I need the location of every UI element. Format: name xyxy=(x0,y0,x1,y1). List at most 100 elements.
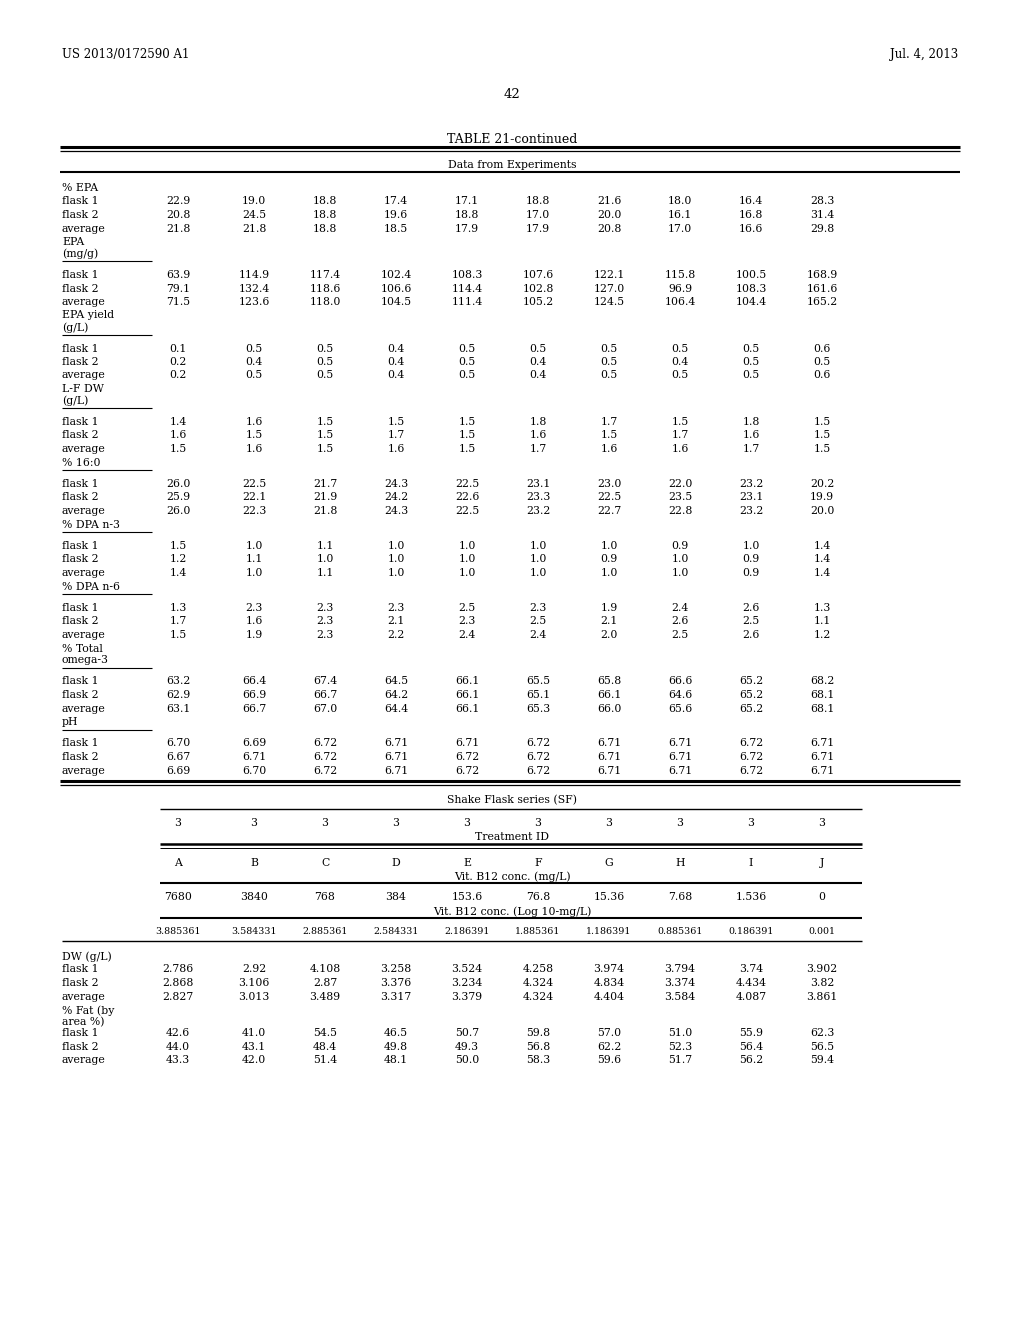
Text: 1.1: 1.1 xyxy=(316,541,334,550)
Text: 6.67: 6.67 xyxy=(166,752,190,762)
Text: 4.087: 4.087 xyxy=(735,991,767,1002)
Text: 3.379: 3.379 xyxy=(452,991,482,1002)
Text: 26.0: 26.0 xyxy=(166,479,190,488)
Text: 1.0: 1.0 xyxy=(387,554,404,565)
Text: 65.6: 65.6 xyxy=(668,704,692,714)
Text: 3: 3 xyxy=(392,818,399,829)
Text: 43.1: 43.1 xyxy=(242,1041,266,1052)
Text: 124.5: 124.5 xyxy=(594,297,625,308)
Text: Treatment ID: Treatment ID xyxy=(475,832,549,842)
Text: 0.4: 0.4 xyxy=(387,371,404,380)
Text: L-F DW: L-F DW xyxy=(62,384,103,393)
Text: % DPA n-6: % DPA n-6 xyxy=(62,582,120,591)
Text: 3.974: 3.974 xyxy=(594,965,625,974)
Text: 59.4: 59.4 xyxy=(810,1055,834,1065)
Text: 23.2: 23.2 xyxy=(525,506,550,516)
Text: 3.013: 3.013 xyxy=(239,991,269,1002)
Text: 22.7: 22.7 xyxy=(597,506,622,516)
Text: flask 2: flask 2 xyxy=(62,1041,98,1052)
Text: 118.6: 118.6 xyxy=(309,284,341,293)
Text: 2.786: 2.786 xyxy=(163,965,194,974)
Text: 66.1: 66.1 xyxy=(455,704,479,714)
Text: 100.5: 100.5 xyxy=(735,271,767,280)
Text: 68.1: 68.1 xyxy=(810,690,835,700)
Text: 3: 3 xyxy=(818,818,825,829)
Text: 0.6: 0.6 xyxy=(813,343,830,354)
Text: 2.2: 2.2 xyxy=(387,630,404,640)
Text: 42: 42 xyxy=(504,88,520,102)
Text: 15.36: 15.36 xyxy=(593,892,625,903)
Text: 65.1: 65.1 xyxy=(526,690,550,700)
Text: 104.5: 104.5 xyxy=(381,297,412,308)
Text: 48.1: 48.1 xyxy=(384,1055,409,1065)
Text: 2.3: 2.3 xyxy=(529,603,547,612)
Text: 21.7: 21.7 xyxy=(313,479,337,488)
Text: 3.106: 3.106 xyxy=(239,978,269,987)
Text: 65.5: 65.5 xyxy=(526,676,550,686)
Text: average: average xyxy=(62,223,105,234)
Text: E: E xyxy=(463,858,471,867)
Text: 0.5: 0.5 xyxy=(813,356,830,367)
Text: 3.861: 3.861 xyxy=(806,991,838,1002)
Text: 79.1: 79.1 xyxy=(166,284,190,293)
Text: % Fat (by: % Fat (by xyxy=(62,1005,115,1015)
Text: flask 1: flask 1 xyxy=(62,417,98,426)
Text: average: average xyxy=(62,371,105,380)
Text: 108.3: 108.3 xyxy=(735,284,767,293)
Text: 6.71: 6.71 xyxy=(597,766,622,776)
Text: 3.584: 3.584 xyxy=(665,991,695,1002)
Text: 1.1: 1.1 xyxy=(316,568,334,578)
Text: 42.0: 42.0 xyxy=(242,1055,266,1065)
Text: 1.0: 1.0 xyxy=(459,554,476,565)
Text: 48.4: 48.4 xyxy=(313,1041,337,1052)
Text: 17.9: 17.9 xyxy=(455,223,479,234)
Text: 1.0: 1.0 xyxy=(459,568,476,578)
Text: 3.584331: 3.584331 xyxy=(231,928,276,936)
Text: 2.3: 2.3 xyxy=(316,603,334,612)
Text: 21.8: 21.8 xyxy=(242,223,266,234)
Text: 0.5: 0.5 xyxy=(246,371,262,380)
Text: 51.4: 51.4 xyxy=(313,1055,337,1065)
Text: 1.0: 1.0 xyxy=(529,568,547,578)
Text: 66.7: 66.7 xyxy=(313,690,337,700)
Text: flask 2: flask 2 xyxy=(62,978,98,987)
Text: 0.5: 0.5 xyxy=(742,356,760,367)
Text: 18.8: 18.8 xyxy=(525,197,550,206)
Text: 6.70: 6.70 xyxy=(166,738,190,748)
Text: 6.69: 6.69 xyxy=(242,738,266,748)
Text: 2.3: 2.3 xyxy=(459,616,476,627)
Text: 1.0: 1.0 xyxy=(246,541,263,550)
Text: 114.4: 114.4 xyxy=(452,284,482,293)
Text: flask 2: flask 2 xyxy=(62,356,98,367)
Text: EPA: EPA xyxy=(62,238,84,247)
Text: 62.2: 62.2 xyxy=(597,1041,622,1052)
Text: 0: 0 xyxy=(818,892,825,903)
Text: 16.8: 16.8 xyxy=(738,210,763,220)
Text: 18.5: 18.5 xyxy=(384,223,409,234)
Text: (g/L): (g/L) xyxy=(62,396,88,407)
Text: average: average xyxy=(62,630,105,640)
Text: 65.3: 65.3 xyxy=(526,704,550,714)
Text: 3: 3 xyxy=(251,818,257,829)
Text: 63.2: 63.2 xyxy=(166,676,190,686)
Text: 123.6: 123.6 xyxy=(239,297,269,308)
Text: 3: 3 xyxy=(535,818,542,829)
Text: 6.71: 6.71 xyxy=(668,766,692,776)
Text: 55.9: 55.9 xyxy=(739,1028,763,1038)
Text: 6.72: 6.72 xyxy=(526,752,550,762)
Text: area %): area %) xyxy=(62,1016,104,1027)
Text: A: A xyxy=(174,858,182,867)
Text: Shake Flask series (SF): Shake Flask series (SF) xyxy=(447,795,577,805)
Text: 20.0: 20.0 xyxy=(597,210,622,220)
Text: 1.186391: 1.186391 xyxy=(587,928,632,936)
Text: 16.1: 16.1 xyxy=(668,210,692,220)
Text: 6.71: 6.71 xyxy=(384,738,409,748)
Text: 22.5: 22.5 xyxy=(242,479,266,488)
Text: 1.0: 1.0 xyxy=(387,568,404,578)
Text: 21.9: 21.9 xyxy=(313,492,337,503)
Text: 6.71: 6.71 xyxy=(810,766,835,776)
Text: 1.4: 1.4 xyxy=(813,568,830,578)
Text: Vit. B12 conc. (mg/L): Vit. B12 conc. (mg/L) xyxy=(454,871,570,882)
Text: 6.71: 6.71 xyxy=(384,752,409,762)
Text: flask 2: flask 2 xyxy=(62,210,98,220)
